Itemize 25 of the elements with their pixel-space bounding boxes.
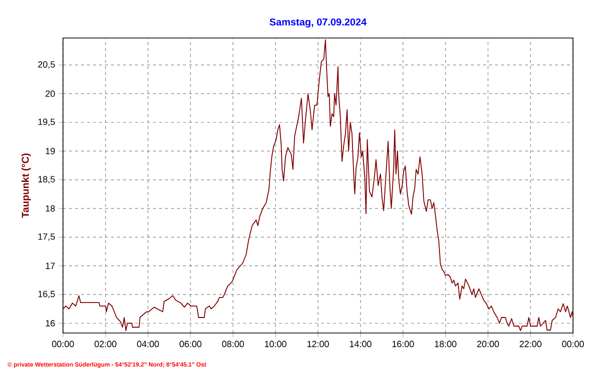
y-tick-label: 16,5 [38, 290, 55, 298]
x-tick-label: 08:00 [222, 340, 244, 348]
x-tick-label: 20:00 [477, 340, 499, 348]
y-tick-label: 16 [46, 320, 55, 326]
x-tick-label: 06:00 [180, 340, 202, 348]
y-tick-label: 20 [46, 90, 55, 97]
x-tick-label: 02:00 [94, 340, 116, 348]
chart-title: Samstag, 07.09.2024 [270, 18, 367, 28]
x-tick-label: 22:00 [520, 340, 542, 348]
x-tick-label: 16:00 [392, 340, 414, 348]
y-axis-title: Taupunkt (°C) [22, 154, 31, 218]
x-tick-label: 18:00 [434, 340, 456, 348]
x-tick-label: 14:00 [350, 340, 372, 348]
x-tick-label: 00:00 [562, 340, 584, 348]
y-tick-label: 18,5 [38, 176, 55, 184]
y-tick-label: 17,5 [38, 233, 55, 241]
y-tick-label: 19 [46, 148, 55, 154]
y-tick-label: 18 [46, 205, 55, 212]
x-tick-label: 12:00 [307, 340, 329, 348]
x-tick-label: 00:00 [52, 340, 74, 348]
x-tick-label: 10:00 [264, 340, 286, 348]
y-tick-label: 19,5 [38, 118, 55, 126]
y-tick-label: 17 [46, 262, 55, 269]
y-tick-label: 20,5 [38, 61, 55, 69]
x-tick-label: 04:00 [137, 340, 159, 348]
